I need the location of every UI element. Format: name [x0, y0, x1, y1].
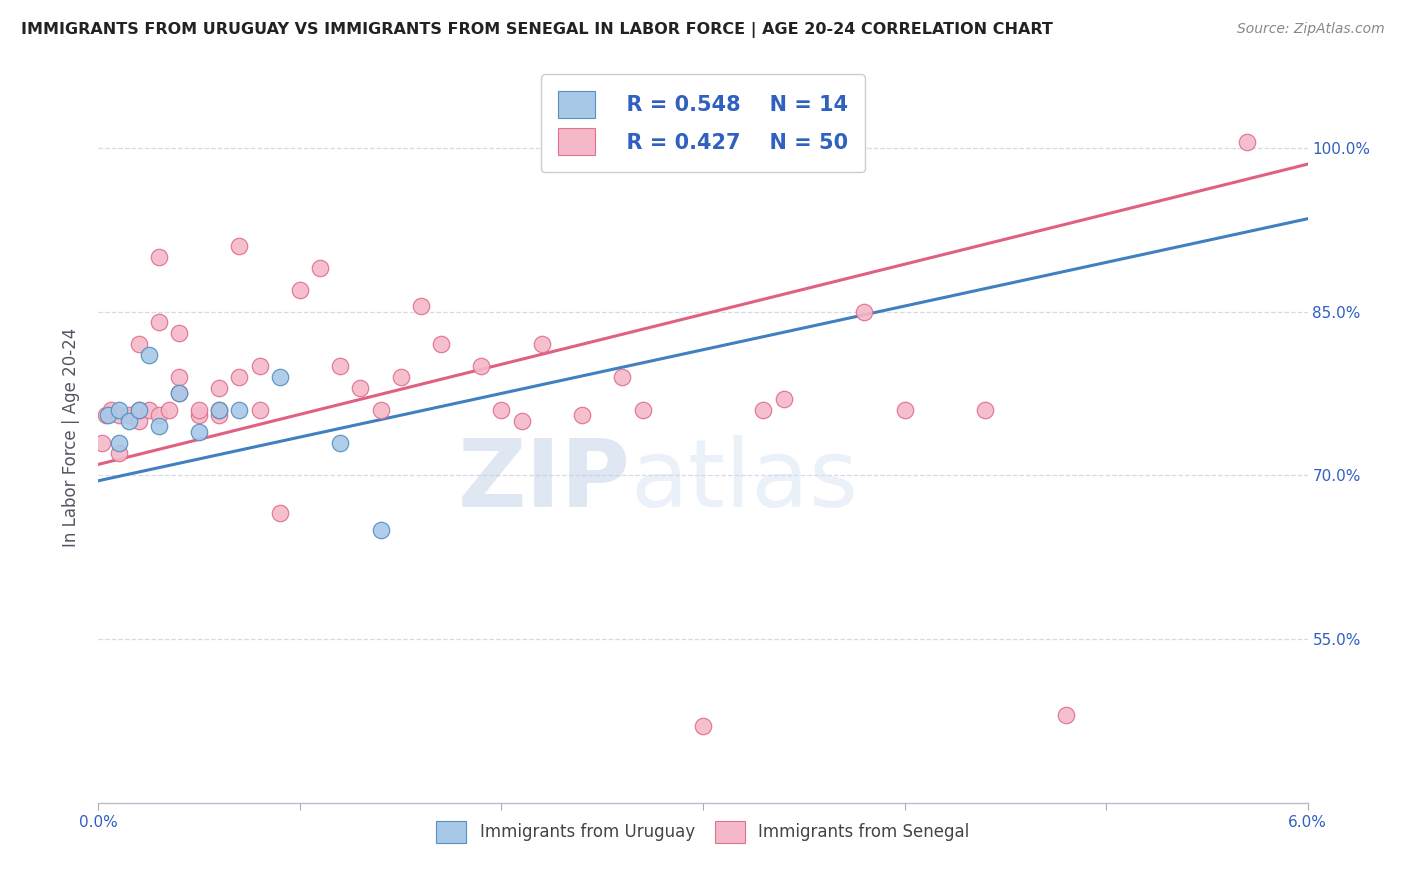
Point: [107, 409, 129, 423]
Point: [148, 419, 170, 434]
Point: [107, 446, 129, 460]
Point: [692, 719, 714, 733]
Text: IMMIGRANTS FROM URUGUAY VS IMMIGRANTS FROM SENEGAL IN LABOR FORCE | AGE 20-24 CO: IMMIGRANTS FROM URUGUAY VS IMMIGRANTS FR…: [21, 22, 1053, 38]
Point: [167, 386, 190, 401]
Point: [100, 402, 122, 417]
Point: [128, 414, 150, 428]
Point: [974, 402, 997, 417]
Point: [1054, 708, 1077, 723]
Point: [138, 402, 160, 417]
Point: [167, 386, 190, 401]
Point: [97, 409, 120, 423]
Point: [470, 359, 492, 373]
Point: [208, 381, 231, 395]
Point: [752, 402, 775, 417]
Point: [1236, 136, 1258, 150]
Point: [167, 370, 190, 384]
Point: [370, 402, 392, 417]
Point: [772, 392, 794, 406]
Point: [157, 402, 180, 417]
Point: [91, 435, 114, 450]
Point: [128, 337, 150, 351]
Point: [228, 370, 250, 384]
Point: [249, 402, 271, 417]
Point: [612, 370, 634, 384]
Point: [208, 402, 231, 417]
Point: [491, 402, 513, 417]
Point: [148, 250, 170, 264]
Point: [138, 348, 160, 362]
Text: atlas: atlas: [630, 435, 859, 527]
Point: [107, 402, 129, 417]
Point: [269, 507, 291, 521]
Point: [188, 409, 211, 423]
Point: [571, 409, 593, 423]
Point: [269, 370, 291, 384]
Point: [96, 409, 118, 423]
Point: [329, 435, 352, 450]
Point: [118, 409, 141, 423]
Point: [389, 370, 412, 384]
Y-axis label: In Labor Force | Age 20-24: In Labor Force | Age 20-24: [62, 327, 80, 547]
Point: [167, 326, 190, 341]
Point: [208, 409, 231, 423]
Point: [510, 414, 533, 428]
Point: [208, 402, 231, 417]
Point: [288, 283, 311, 297]
Point: [148, 409, 170, 423]
Point: [128, 402, 150, 417]
Point: [530, 337, 553, 351]
Point: [128, 402, 150, 417]
Point: [370, 523, 392, 537]
Point: [349, 381, 371, 395]
Point: [148, 315, 170, 329]
Point: [893, 402, 915, 417]
Point: [309, 260, 332, 275]
Point: [430, 337, 453, 351]
Point: [853, 304, 876, 318]
Text: Source: ZipAtlas.com: Source: ZipAtlas.com: [1237, 22, 1385, 37]
Point: [249, 359, 271, 373]
Point: [329, 359, 352, 373]
Legend: Immigrants from Uruguay, Immigrants from Senegal: Immigrants from Uruguay, Immigrants from…: [430, 814, 976, 849]
Point: [228, 402, 250, 417]
Point: [631, 402, 654, 417]
Point: [188, 425, 211, 439]
Point: [409, 299, 432, 313]
Text: ZIP: ZIP: [457, 435, 630, 527]
Point: [188, 402, 211, 417]
Point: [118, 414, 141, 428]
Point: [228, 239, 250, 253]
Point: [107, 435, 129, 450]
